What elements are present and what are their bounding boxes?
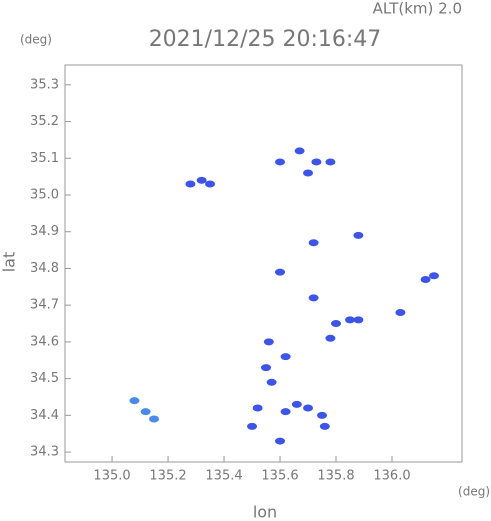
echo [420,275,431,283]
y-unit: (deg) [20,33,52,47]
echo [275,268,286,276]
echo [303,404,314,412]
x-unit: (deg) [458,485,490,499]
y-tick-label: 34.3 [30,445,59,460]
y-label: lat [0,252,19,273]
echo [149,415,160,423]
echo [140,408,151,416]
x-tick-label: 135.6 [261,469,298,484]
echo [252,404,263,412]
x-tick-label: 135.2 [149,469,186,484]
echo [317,411,328,419]
echo [263,338,274,346]
y-tick-label: 34.6 [30,334,59,349]
x-tick-label: 135.0 [93,469,130,484]
y-tick-label: 34.8 [30,261,59,276]
chart-title: 2021/12/25 20:16:47 [149,27,382,52]
echo [291,400,302,408]
plot-frame [64,64,463,463]
echo [205,180,216,188]
echo [280,408,291,416]
echo [261,364,272,372]
echo [129,397,140,405]
x-tick-label: 135.8 [317,469,354,484]
echo [395,309,406,317]
echo [345,316,356,324]
echo [429,272,440,280]
echo [331,320,342,328]
echo [275,437,286,445]
echo [196,176,207,184]
y-tick-label: 34.9 [30,224,59,239]
echo [247,422,258,430]
x-tick-label: 136.0 [373,469,410,484]
y-tick-label: 35.3 [30,77,59,92]
echo [325,334,336,342]
echo [280,353,291,361]
echo [353,316,364,324]
echo [185,180,196,188]
echo [303,169,314,177]
x-label: lon [253,503,277,521]
echo [266,378,277,386]
echo [319,422,330,430]
echo [294,147,305,155]
echo [353,231,364,239]
y-tick-label: 34.7 [30,298,59,313]
altitude: ALT(km) 2.0 [373,0,462,18]
echo [308,239,319,247]
y-tick-label: 34.4 [30,408,59,423]
echo [308,294,319,302]
y-tick-label: 34.5 [30,371,59,386]
echo [311,158,322,166]
echo [325,158,336,166]
y-tick-label: 35.1 [30,151,59,166]
y-tick-label: 35.2 [30,114,59,129]
echo [275,158,286,166]
y-tick-label: 35.0 [30,188,59,203]
x-tick-label: 135.4 [205,469,242,484]
